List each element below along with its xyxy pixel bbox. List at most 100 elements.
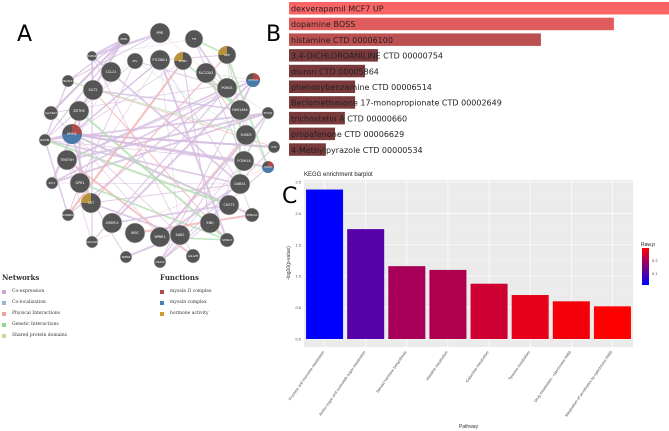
node-circle: [43, 105, 59, 121]
node-label: NPBR1: [154, 235, 165, 239]
node-circle: [82, 79, 104, 101]
node-circle: [261, 106, 275, 120]
legend-swatch: [160, 289, 164, 294]
legend-label: Physical Interactions: [12, 311, 60, 316]
node-circle: [153, 255, 167, 269]
network-node: OSBPL3: [101, 212, 123, 234]
kegg-bar: [470, 283, 508, 339]
panel-label-a: A: [17, 22, 33, 47]
node-label: SLC18A3: [45, 111, 57, 115]
node-label: SLC13A5: [86, 240, 98, 244]
network-edge: [71, 59, 161, 135]
drug-bar-label: 3,4-DICHLOROANILINE CTD 00000754: [291, 52, 443, 61]
node-label: MYH13: [248, 78, 257, 82]
network-edge: [90, 183, 241, 204]
legend-item: Shared protein domains: [2, 330, 67, 341]
network-node: 3USD5: [235, 124, 257, 146]
network-edge: [134, 60, 247, 136]
node-label: FAM149A: [232, 108, 248, 112]
node-label: PGR0S: [221, 86, 232, 90]
node-label: RXY1: [49, 181, 56, 185]
network-node: ZDTHS: [68, 100, 90, 122]
y-axis-label: -log10(p-value): [286, 246, 292, 280]
legend-label: myosin complex: [170, 300, 207, 305]
drug-bar-label: Beclomethasone 17-monopropionate CTD 000…: [291, 99, 502, 108]
node-label: OR2V2: [156, 260, 165, 264]
network-edge: [134, 60, 228, 89]
network-node: NFIC: [124, 222, 146, 244]
network-node: CSPG4: [86, 50, 98, 62]
node-circle: [229, 173, 251, 195]
node-circle: [235, 124, 257, 146]
network-node: TRBD2: [119, 250, 133, 264]
network-edge: [66, 87, 228, 161]
network-edge: [71, 133, 161, 238]
legend-item: Physical Interactions: [2, 308, 67, 319]
node-label: TH: [191, 37, 196, 41]
legend-swatch: [160, 300, 164, 305]
node-label: OSBPL3: [106, 221, 119, 225]
node-circle: [184, 29, 204, 49]
color-scale-bar: [642, 248, 649, 285]
network-edge: [159, 59, 228, 241]
network-node: CST: [80, 192, 102, 214]
node-label: POMC: [179, 59, 188, 63]
network-edge: [111, 204, 230, 224]
myosin-ii-wedge: [268, 161, 274, 167]
drug-bar: [289, 127, 335, 141]
network-node: MYH2: [61, 123, 83, 145]
x-tick-label: Galactose metabolism: [465, 350, 490, 383]
node-circle: [86, 50, 98, 62]
node-label: FTCDNL1: [153, 58, 168, 62]
legend-item: Co-localization: [2, 297, 67, 308]
node-circle: [267, 140, 281, 154]
kegg-bar: [429, 269, 467, 339]
node-label: PPL: [133, 59, 138, 63]
panel-label-c: C: [282, 184, 298, 209]
legend-label: Co-expression: [12, 289, 45, 294]
node-circle: [219, 232, 235, 248]
x-tick-label: Steroid hormone biosynthesis: [376, 350, 408, 393]
x-tick-label: Histidine metabolism: [425, 350, 448, 381]
drug-bar: [289, 17, 614, 31]
kegg-bar: [593, 306, 631, 339]
network-edge: [50, 38, 125, 114]
node-label: MYH4: [264, 165, 272, 169]
network-node: SLC18A3: [43, 105, 59, 121]
network-node: FAM149A: [229, 99, 251, 121]
drug-bar: [289, 96, 356, 109]
legend-swatch: [2, 311, 6, 316]
node-circle: [149, 22, 171, 44]
node-label: SLEDBL: [40, 138, 51, 142]
x-axis-label: Pathway: [459, 424, 479, 430]
node-label: ZDTHS: [73, 109, 84, 113]
network-edge: [226, 54, 247, 136]
legend-item: Genetic Interactions: [2, 319, 67, 330]
drug-enrichment-barchart: dexverapamil MCF7 UP dopamine BOSS histami…: [289, 2, 669, 156]
node-circle: [233, 150, 255, 172]
node-circle: [216, 77, 238, 99]
node-label: CSPG4: [88, 54, 97, 58]
drug-bar-label: diuron CTD 00005864: [291, 67, 379, 76]
node-label: XAB2: [176, 233, 185, 237]
network-node: PYGO1: [261, 106, 275, 120]
drug-bar: [289, 49, 378, 62]
drug-bar: [289, 33, 541, 46]
legend-swatch: [2, 322, 6, 327]
network-node: RXY1: [45, 176, 59, 190]
legend-label: Co-localization: [12, 300, 46, 305]
x-tick-label: Tyrosine metabolism: [508, 350, 531, 381]
myosin-complex-wedge: [62, 134, 82, 144]
network-edge: [159, 32, 228, 89]
node-label: CST: [88, 201, 95, 205]
network-edge: [67, 38, 125, 82]
node-label: SLIT2: [88, 88, 97, 92]
node-label: NFIC: [131, 231, 139, 235]
node-circle: [101, 212, 123, 234]
network-node: CCL21: [100, 61, 122, 83]
drug-bar: [289, 111, 345, 125]
node-circle: [119, 250, 133, 264]
node-circle: [56, 149, 78, 171]
network-edge: [92, 89, 241, 111]
